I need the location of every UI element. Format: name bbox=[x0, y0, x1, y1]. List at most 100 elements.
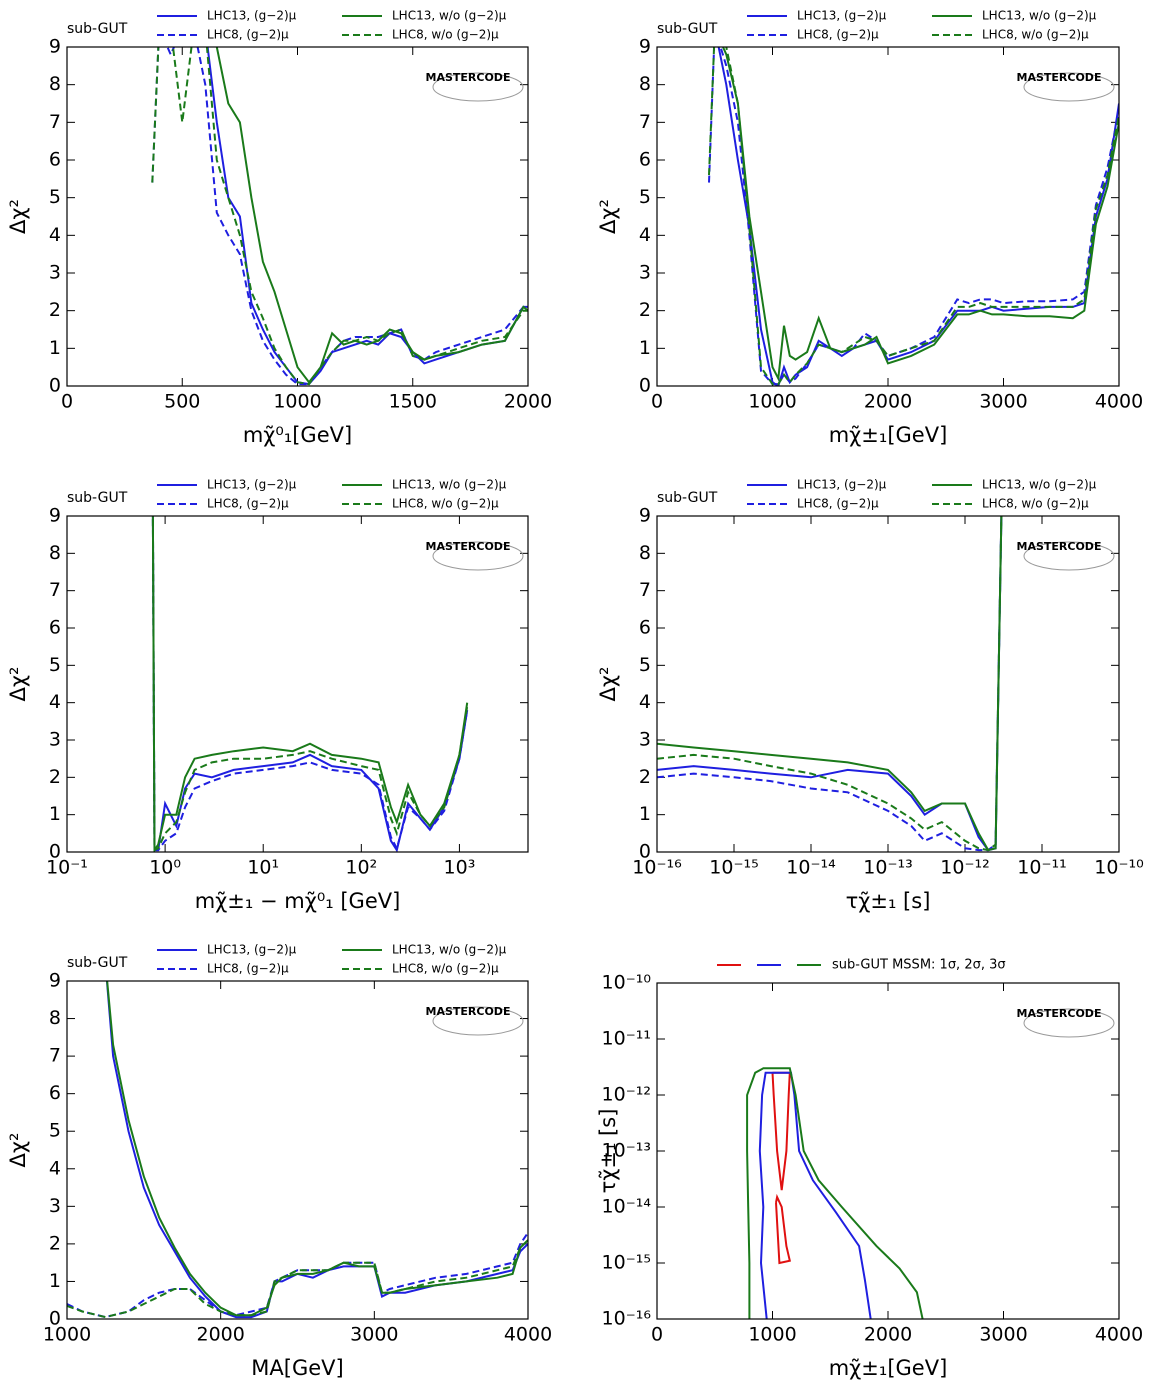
y-tick-label: 9 bbox=[49, 505, 61, 527]
y-tick-label: 0 bbox=[49, 1308, 61, 1330]
plot-frame bbox=[66, 515, 529, 853]
x-tick-label: 3000 bbox=[979, 1324, 1027, 1346]
x-tick-label: 10⁻¹³ bbox=[863, 857, 912, 879]
y-axis-label: Δχ² bbox=[6, 667, 30, 702]
y-tick-label: 4 bbox=[639, 691, 651, 713]
logo: MASTERCODE bbox=[426, 540, 511, 553]
y-tick-label: 0 bbox=[639, 375, 651, 397]
series-line bbox=[151, 516, 469, 852]
y-tick-label: 3 bbox=[639, 729, 651, 751]
legend-label: LHC13, w/o (g−2)μ bbox=[392, 478, 507, 492]
y-tick-label: 4 bbox=[49, 691, 61, 713]
y-tick-label: 6 bbox=[49, 1082, 61, 1104]
annotation: sub-GUT bbox=[67, 955, 128, 971]
x-tick-label: 4000 bbox=[504, 1324, 552, 1346]
y-tick-label: 5 bbox=[639, 186, 651, 208]
x-tick-label: 10⁻¹⁶ bbox=[632, 857, 681, 879]
y-tick-label: 9 bbox=[639, 505, 651, 527]
series-line bbox=[708, 47, 1119, 386]
y-tick-label: 0 bbox=[49, 375, 61, 397]
legend-label: LHC13, w/o (g−2)μ bbox=[982, 478, 1097, 492]
x-tick-label: 0 bbox=[651, 1324, 663, 1346]
x-tick-label: 3000 bbox=[350, 1324, 398, 1346]
legend-label: LHC13, (g−2)μ bbox=[207, 943, 297, 957]
y-tick-label: 2 bbox=[49, 1232, 61, 1254]
series-line bbox=[151, 516, 469, 852]
y-tick-label: 2 bbox=[639, 299, 651, 321]
y-tick-label: 4 bbox=[639, 224, 651, 246]
legend-label: LHC13, (g−2)μ bbox=[797, 9, 887, 23]
series-line bbox=[151, 516, 469, 852]
y-tick-label: 10⁻¹⁴ bbox=[602, 1196, 652, 1218]
legend-label: LHC8, (g−2)μ bbox=[207, 497, 289, 511]
y-tick-label: 10⁻¹¹ bbox=[602, 1028, 651, 1050]
series-line bbox=[657, 516, 1003, 852]
logo-ring bbox=[1023, 541, 1115, 571]
plot-frame bbox=[66, 980, 529, 1320]
x-tick-label: 10⁻¹⁰ bbox=[1094, 857, 1143, 879]
x-tick-label: 10⁻¹¹ bbox=[1017, 857, 1066, 879]
y-tick-label: 1 bbox=[639, 337, 651, 359]
y-tick-label: 3 bbox=[49, 262, 61, 284]
panel: 0 500 1000 1500 2000 0 1 2 3 4 5 6 7 8 9 mχ̃⁰₁[GeV] Δχ² M… bbox=[6, 9, 552, 448]
legend-label: sub-GUT MSSM: 1σ, 2σ, 3σ bbox=[832, 958, 1006, 973]
legend-label: LHC13, w/o (g−2)μ bbox=[982, 9, 1097, 23]
y-tick-label: 0 bbox=[639, 841, 651, 863]
series-line bbox=[151, 47, 528, 386]
logo: MASTERCODE bbox=[426, 1005, 511, 1018]
y-tick-label: 8 bbox=[49, 542, 61, 564]
x-tick-label: 4000 bbox=[1095, 391, 1143, 413]
x-tick-label: 2000 bbox=[196, 1324, 244, 1346]
legend-label: LHC8, (g−2)μ bbox=[207, 28, 289, 42]
series-line bbox=[106, 981, 528, 1317]
logo-ring bbox=[1023, 72, 1115, 102]
y-tick-label: 7 bbox=[639, 579, 651, 601]
annotation: sub-GUT bbox=[657, 21, 718, 37]
legend-label: LHC13, (g−2)μ bbox=[207, 478, 297, 492]
x-tick-label: 10³ bbox=[444, 857, 476, 879]
annotation: sub-GUT bbox=[657, 490, 718, 506]
logo-ring bbox=[1023, 1008, 1115, 1038]
x-axis-label: mχ̃±₁[GeV] bbox=[829, 1356, 948, 1380]
x-tick-label: 1000 bbox=[748, 391, 796, 413]
legend-label: LHC8, w/o (g−2)μ bbox=[392, 962, 499, 976]
y-tick-label: 1 bbox=[49, 1270, 61, 1292]
y-tick-label: 3 bbox=[639, 262, 651, 284]
y-tick-label: 5 bbox=[49, 1120, 61, 1142]
y-tick-label: 6 bbox=[639, 617, 651, 639]
panel: 0 1000 2000 3000 4000 0 1 2 3 4 5 6 7 8 9 mχ̃±₁[GeV] Δχ²… bbox=[596, 9, 1143, 448]
x-tick-label: 10⁻¹⁵ bbox=[709, 857, 758, 879]
x-tick-label: 4000 bbox=[1095, 1324, 1143, 1346]
legend-label: LHC13, w/o (g−2)μ bbox=[392, 9, 507, 23]
contour-line bbox=[746, 1067, 924, 1319]
legend-label: LHC8, w/o (g−2)μ bbox=[982, 28, 1089, 42]
y-tick-label: 10⁻¹⁶ bbox=[602, 1308, 651, 1330]
legend-label: LHC8, (g−2)μ bbox=[797, 28, 879, 42]
panel: 10⁻¹⁶ 10⁻¹⁵ 10⁻¹⁴ 10⁻¹³ 10⁻¹² 10⁻¹¹ 10⁻¹⁰ 0 1 2 3 4… bbox=[596, 478, 1144, 914]
legend-label: LHC8, (g−2)μ bbox=[797, 497, 879, 511]
y-tick-label: 8 bbox=[639, 73, 651, 95]
legend-label: LHC8, w/o (g−2)μ bbox=[982, 497, 1089, 511]
y-tick-label: 9 bbox=[49, 970, 61, 992]
y-axis-label: τχ̃±₁ [s] bbox=[596, 1109, 620, 1194]
series-line bbox=[215, 47, 528, 384]
logo: MASTERCODE bbox=[1017, 1007, 1102, 1020]
x-axis-label: mχ̃⁰₁[GeV] bbox=[243, 423, 352, 447]
series-line bbox=[67, 1239, 528, 1319]
logo: MASTERCODE bbox=[1017, 540, 1102, 553]
y-tick-label: 7 bbox=[49, 579, 61, 601]
series-line bbox=[721, 47, 1119, 382]
legend-label: LHC8, w/o (g−2)μ bbox=[392, 28, 499, 42]
y-tick-label: 10⁻¹² bbox=[602, 1084, 651, 1106]
contour-line bbox=[771, 1071, 792, 1265]
y-tick-label: 6 bbox=[49, 617, 61, 639]
y-tick-label: 5 bbox=[49, 186, 61, 208]
y-tick-label: 10⁻¹⁵ bbox=[602, 1252, 651, 1274]
y-tick-label: 6 bbox=[639, 149, 651, 171]
x-tick-label: 1500 bbox=[389, 391, 437, 413]
y-axis-label: Δχ² bbox=[596, 199, 620, 234]
logo-ring bbox=[432, 1006, 524, 1036]
plot-frame bbox=[656, 515, 1120, 853]
x-tick-label: 10¹ bbox=[247, 857, 279, 879]
y-tick-label: 5 bbox=[639, 654, 651, 676]
